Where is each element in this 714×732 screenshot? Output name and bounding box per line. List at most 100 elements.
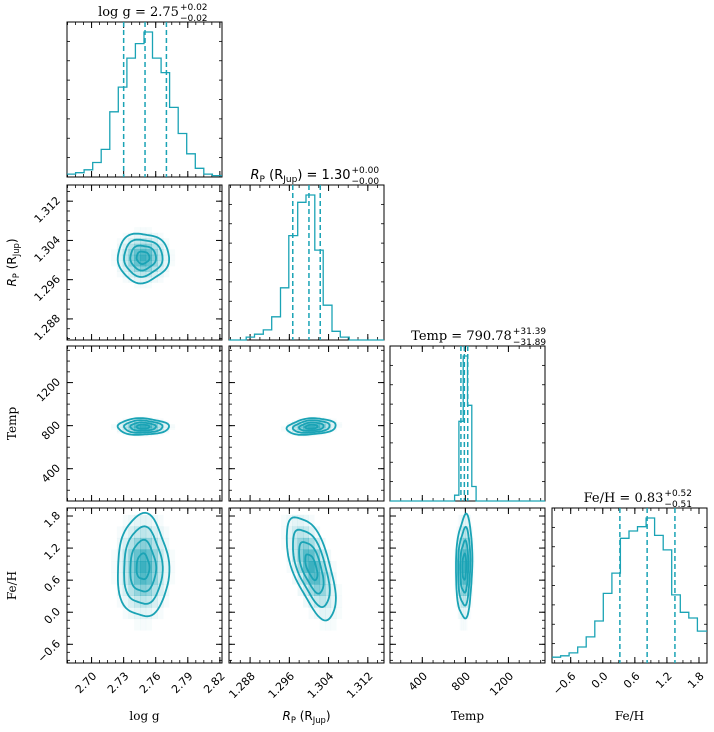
density-cell [122, 561, 129, 573]
contour-3 [457, 525, 472, 607]
x-tick-label: 1.8 [685, 670, 707, 692]
density-cell [303, 537, 309, 550]
density-cell [111, 550, 117, 562]
density-cell [463, 595, 466, 608]
title-feh: Fe/H = 0.83 +0.52−0.51 [584, 489, 692, 510]
density-cell [314, 595, 321, 608]
contour-3 [123, 238, 164, 278]
density-cell [319, 607, 326, 620]
contour-2 [129, 421, 157, 432]
density-cell [163, 427, 170, 430]
density-cell [157, 514, 164, 527]
y-tick-label: 1.2 [42, 541, 64, 563]
density-cell [470, 584, 473, 596]
title-main: Temp = 790.78 [411, 329, 512, 344]
density-cell [308, 561, 315, 573]
density-cell [157, 607, 164, 620]
density-cell [336, 607, 342, 619]
density-cell [157, 537, 164, 550]
title-minus-err: −0.51 [664, 500, 692, 510]
density-cell [308, 425, 315, 428]
y-tick-label: 1200 [34, 376, 63, 405]
contour-2 [298, 541, 325, 595]
density-cell [292, 420, 298, 423]
density-cell [461, 607, 464, 620]
density-cell [134, 238, 141, 245]
y-axis-label-rp: RP (RJup) [5, 238, 21, 286]
density-cell [163, 572, 170, 585]
contour-2 [459, 539, 470, 594]
density-cell [461, 549, 464, 562]
density-cell [292, 427, 298, 430]
density-cell [314, 418, 321, 421]
y-tick-labels-feh: −0.6 0.0 0.6 1.2 1.8 [35, 509, 63, 665]
density-cell [163, 249, 170, 256]
density-cell [116, 260, 124, 267]
y-axis-label-temp: Temp [5, 407, 19, 441]
density-cell [454, 572, 457, 585]
panel-temp-vs-temp: Temp = 790.78 +31.39−31.89 [389, 327, 546, 502]
density-cell [116, 254, 124, 261]
density-cell [145, 549, 152, 562]
density-cell [163, 537, 170, 550]
x-axis-label-logg: log g [129, 709, 160, 723]
title-p-sub: P [260, 175, 266, 185]
density-cell [463, 584, 466, 596]
contour-3 [292, 528, 331, 609]
density-cell [146, 227, 152, 233]
title-plus-err: +0.00 [352, 166, 380, 176]
density-cell [122, 572, 129, 585]
density-cell [308, 572, 315, 585]
histogram-feh [552, 517, 707, 658]
density-cell [128, 422, 135, 425]
density-cell [314, 427, 321, 430]
density-cell [128, 425, 135, 428]
density-cell [140, 514, 147, 527]
panel-frame [228, 184, 385, 341]
x-tick-label: 2.73 [105, 670, 132, 697]
density-cell [286, 549, 293, 562]
density-cell [140, 232, 147, 239]
y-tick-labels-temp: 400 800 1200 [34, 376, 63, 486]
density-cell [145, 265, 152, 272]
density-cell [134, 418, 141, 421]
density-cell [330, 422, 337, 425]
x-tick-labels-rp: 1.288 1.296 1.304 1.312 [226, 670, 375, 701]
density-cell [145, 514, 152, 527]
y-tick-label: −0.6 [35, 637, 63, 665]
density-cell [286, 422, 293, 425]
density-cell [308, 514, 315, 527]
density-cell [140, 254, 147, 261]
density-cell [163, 424, 170, 427]
density-cell [134, 572, 141, 585]
density-cell [134, 271, 141, 278]
y-tick-label: 0.6 [42, 573, 64, 595]
density-cell [151, 238, 158, 245]
density-cell [145, 526, 152, 539]
density-cell [308, 526, 315, 539]
density-cell [463, 526, 466, 539]
y-tick-labels-rp: 1.288 1.296 1.304 1.312 [32, 194, 63, 343]
density-cell [163, 254, 170, 261]
density-cell [336, 584, 342, 596]
x-axis-label-temp: Temp [451, 709, 485, 723]
density-cell [319, 433, 326, 436]
density-cell [116, 595, 124, 608]
x-axis-label-rp-text: RP (RJup) [282, 709, 330, 725]
density-cell [134, 276, 141, 283]
density-cell [116, 584, 124, 596]
density-cell [330, 424, 337, 427]
density-cell [281, 427, 287, 430]
panel-frame [66, 184, 223, 341]
x-tick-label: −0.6 [550, 670, 578, 698]
density-cell [134, 420, 141, 423]
density-cell [146, 282, 152, 288]
contour-4 [116, 232, 170, 285]
density-cell [151, 243, 158, 250]
density-cell [467, 537, 470, 550]
density-cell [128, 526, 135, 539]
label-close: ) [5, 238, 19, 243]
density-cell [145, 260, 152, 267]
density-cell [325, 561, 332, 573]
